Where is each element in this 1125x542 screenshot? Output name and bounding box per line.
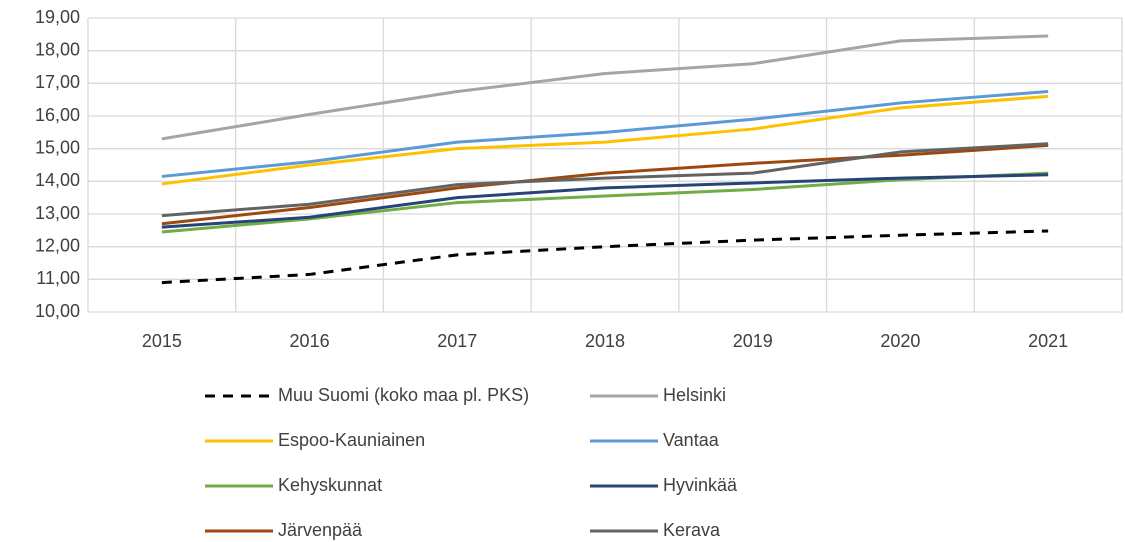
x-tick-label: 2015 <box>142 331 182 351</box>
legend-label: Espoo-Kauniainen <box>278 430 425 450</box>
legend-label: Kerava <box>663 520 721 540</box>
series-line <box>161 229 1049 285</box>
series-line <box>161 171 1049 234</box>
y-tick-label: 10,00 <box>35 301 80 321</box>
y-tick-label: 12,00 <box>35 235 80 255</box>
x-tick-label: 2018 <box>585 331 625 351</box>
legend-label: Vantaa <box>663 430 720 450</box>
y-tick-label: 14,00 <box>35 170 80 190</box>
legend-label: Hyvinkää <box>663 475 738 495</box>
y-tick-label: 17,00 <box>35 72 80 92</box>
x-tick-label: 2021 <box>1028 331 1068 351</box>
series-line <box>161 94 1049 186</box>
series-line <box>161 90 1049 178</box>
y-tick-label: 19,00 <box>35 7 80 27</box>
legend-label: Muu Suomi (koko maa pl. PKS) <box>278 385 529 405</box>
series-line <box>161 173 1049 229</box>
y-tick-label: 11,00 <box>36 268 80 288</box>
y-tick-label: 16,00 <box>35 105 80 125</box>
x-tick-label: 2019 <box>733 331 773 351</box>
legend-label: Kehyskunnat <box>278 475 382 495</box>
legend-label: Helsinki <box>663 385 726 405</box>
series-line <box>161 34 1049 141</box>
y-tick-label: 18,00 <box>35 39 80 59</box>
series-line <box>161 142 1049 218</box>
x-tick-label: 2016 <box>290 331 330 351</box>
y-tick-label: 13,00 <box>35 203 80 223</box>
y-tick-label: 15,00 <box>35 137 80 157</box>
legend-label: Järvenpää <box>278 520 363 540</box>
x-tick-label: 2020 <box>880 331 920 351</box>
series-line <box>161 143 1049 226</box>
x-tick-label: 2017 <box>437 331 477 351</box>
